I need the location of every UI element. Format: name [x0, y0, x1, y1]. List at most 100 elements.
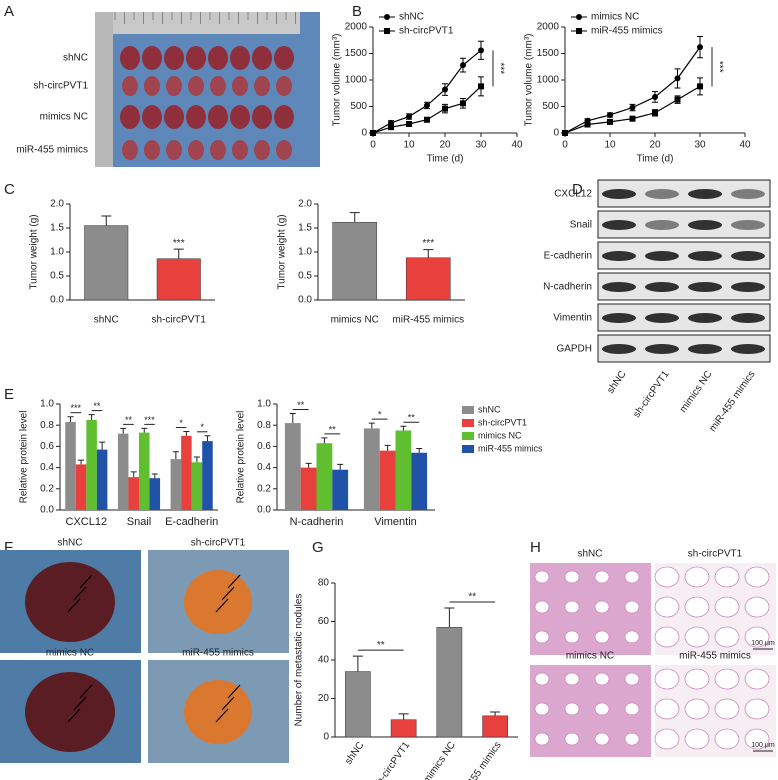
error-bar — [423, 249, 434, 258]
alveolus — [564, 570, 580, 584]
alveolus — [534, 570, 550, 584]
alveolus — [564, 702, 580, 716]
lane-label: miR-455 mimics — [708, 369, 758, 434]
y-tick-label: 0.6 — [40, 441, 54, 452]
significance-label: *** — [713, 61, 724, 73]
y-tick-label: 0.0 — [298, 295, 312, 306]
tumor — [122, 76, 138, 96]
marker — [629, 115, 636, 122]
panel-letter: A — [4, 3, 14, 20]
error-bar — [204, 435, 211, 442]
blot-band — [731, 313, 765, 323]
alveolus — [714, 626, 740, 648]
y-axis-label: Tumor weight (g) — [277, 214, 288, 289]
y-tick-label: 1.0 — [298, 247, 312, 258]
alveolus — [744, 596, 770, 618]
alveolus — [534, 732, 550, 746]
y-tick-label: 1000 — [537, 75, 560, 86]
alveolus — [594, 702, 610, 716]
protein-label: GAPDH — [556, 344, 592, 355]
alveolus — [594, 570, 610, 584]
tumor — [252, 105, 272, 129]
protein-label: E-cadherin — [544, 251, 592, 262]
protein-label: Snail — [570, 220, 592, 231]
x-axis-label: Time (d) — [637, 154, 674, 165]
y-axis-label: Tumor weight (g) — [29, 214, 40, 289]
lung — [184, 680, 252, 744]
panel-letter: E — [4, 386, 14, 403]
significance-label: *** — [71, 403, 82, 413]
y-tick-label: 500 — [542, 101, 559, 112]
alveolus — [564, 600, 580, 614]
marker — [674, 96, 681, 103]
x-tick-label: CXCL12 — [66, 516, 108, 528]
alveolus — [714, 698, 740, 720]
y-tick-label: 40 — [318, 655, 330, 666]
blot-band — [602, 220, 636, 230]
x-tick-label: E-cadherin — [165, 516, 218, 528]
bar — [170, 459, 182, 510]
tumor — [142, 46, 162, 70]
error-bar — [130, 471, 137, 478]
blot-band — [688, 251, 722, 261]
marker — [584, 121, 591, 128]
y-tick-label: 2000 — [345, 22, 368, 33]
significance-label: ** — [297, 400, 305, 410]
image-label: mimics NC — [46, 648, 94, 659]
error-bar — [398, 713, 409, 720]
panel-letter: D — [572, 181, 583, 198]
alveolus — [624, 600, 640, 614]
alveolus — [684, 668, 710, 690]
bar — [128, 477, 139, 510]
x-tick-label: mimics NC — [331, 315, 379, 326]
tumor — [274, 46, 294, 70]
panel-letter: F — [4, 539, 13, 556]
alveolus — [654, 698, 680, 720]
bar — [149, 478, 161, 510]
x-tick-label: 20 — [439, 140, 451, 151]
tumor — [120, 105, 140, 129]
error-bar — [490, 711, 501, 716]
lung — [25, 562, 115, 642]
bar — [86, 419, 97, 510]
lane-label: shNC — [605, 369, 628, 396]
tumor — [208, 105, 228, 129]
image-label: miR-455 mimics — [679, 651, 751, 662]
significance-label: ** — [408, 413, 416, 423]
blot-band — [688, 344, 722, 354]
error-bar — [141, 427, 148, 433]
y-tick-label: 20 — [318, 693, 330, 704]
alveolus — [744, 566, 770, 588]
y-tick-label: 1000 — [345, 75, 368, 86]
significance-label: *** — [494, 62, 505, 74]
tumor — [188, 76, 204, 96]
significance-label: * — [378, 409, 382, 419]
y-tick-label: 0.2 — [257, 483, 271, 494]
bar — [156, 258, 201, 301]
arrow — [221, 586, 235, 601]
row-label: mimics NC — [40, 112, 88, 123]
bar — [482, 715, 508, 738]
marker — [607, 111, 613, 118]
x-tick-label: sh-circPVT1 — [372, 740, 412, 780]
error-bar — [444, 607, 455, 628]
arrow — [73, 586, 87, 601]
significance-label: ** — [125, 415, 133, 425]
tumor — [186, 105, 206, 129]
significance-label: *** — [144, 415, 155, 425]
y-tick-label: 1500 — [537, 48, 560, 59]
alveolus — [654, 596, 680, 618]
y-tick-label: 1.5 — [50, 223, 64, 234]
bar — [332, 221, 378, 301]
bar — [390, 719, 417, 738]
alveolus — [594, 672, 610, 686]
marker — [388, 124, 394, 131]
significance-label: *** — [422, 238, 434, 249]
x-tick-label: mimics NC — [421, 740, 458, 780]
tumor — [276, 76, 292, 96]
y-tick-label: 60 — [318, 616, 330, 627]
ruler — [95, 12, 300, 34]
legend-swatch — [462, 445, 474, 453]
